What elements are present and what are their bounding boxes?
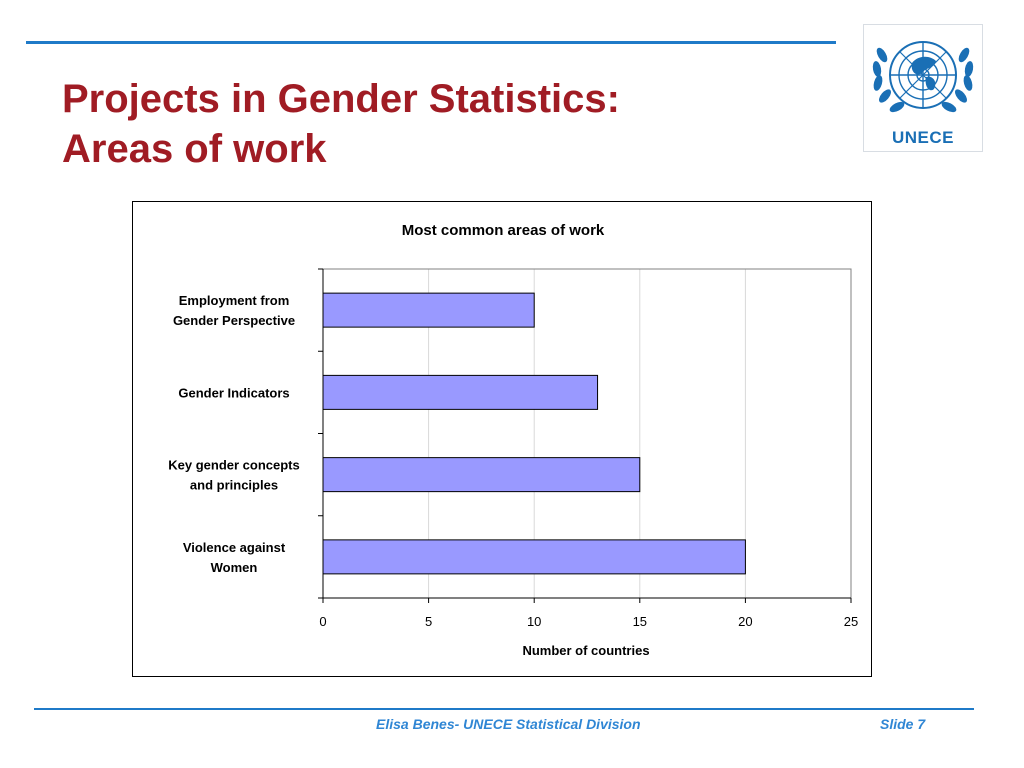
top-divider bbox=[26, 41, 836, 44]
bar-chart: Most common areas of work Employment fro… bbox=[168, 222, 858, 658]
category-label-line: Gender Perspective bbox=[173, 313, 295, 328]
x-tick-label: 15 bbox=[633, 614, 647, 629]
category-label: Violence against Women bbox=[183, 540, 286, 575]
category-label-line: Violence against bbox=[183, 540, 286, 555]
slide-title-line-1: Projects in Gender Statistics: bbox=[62, 77, 620, 121]
x-tick-label: 25 bbox=[844, 614, 858, 629]
axes bbox=[318, 268, 852, 603]
x-axis-title: Number of countries bbox=[522, 643, 649, 658]
category-label: Employment from Gender Perspective bbox=[173, 293, 295, 328]
logo-label: UNECE bbox=[891, 128, 954, 147]
bar bbox=[322, 292, 535, 328]
chart-title: Most common areas of work bbox=[402, 222, 605, 239]
unece-logo: UNECE bbox=[863, 24, 983, 152]
category-label: Gender Indicators bbox=[178, 385, 289, 400]
x-tick-label: 20 bbox=[738, 614, 752, 629]
slide-number: Slide 7 bbox=[880, 716, 926, 732]
footer-author: Elisa Benes- UNECE Statistical Division bbox=[376, 716, 641, 732]
x-tick-label: 0 bbox=[319, 614, 326, 629]
category-labels: Employment from Gender Perspective Gender … bbox=[168, 293, 300, 575]
category-label-line: Women bbox=[211, 560, 258, 575]
un-emblem-icon bbox=[872, 41, 974, 113]
category-label-line: Gender Indicators bbox=[178, 385, 289, 400]
bar bbox=[322, 457, 641, 493]
x-tick-labels: 0 5 10 15 20 25 bbox=[319, 614, 858, 629]
bar bbox=[322, 539, 746, 575]
category-label-line: Employment from bbox=[179, 293, 290, 308]
chart-frame: Most common areas of work Employment fro… bbox=[132, 201, 872, 677]
category-label-line: Key gender concepts bbox=[168, 458, 300, 473]
category-label-line: and principles bbox=[190, 478, 278, 493]
bars bbox=[322, 292, 746, 575]
category-label: Key gender concepts and principles bbox=[168, 458, 300, 493]
bottom-divider bbox=[34, 708, 974, 710]
slide-title-line-2: Areas of work bbox=[62, 127, 327, 171]
slide-title: Projects in Gender Statistics: Areas of … bbox=[62, 74, 620, 174]
x-tick-label: 10 bbox=[527, 614, 541, 629]
bar bbox=[322, 374, 599, 410]
x-tick-label: 5 bbox=[425, 614, 432, 629]
